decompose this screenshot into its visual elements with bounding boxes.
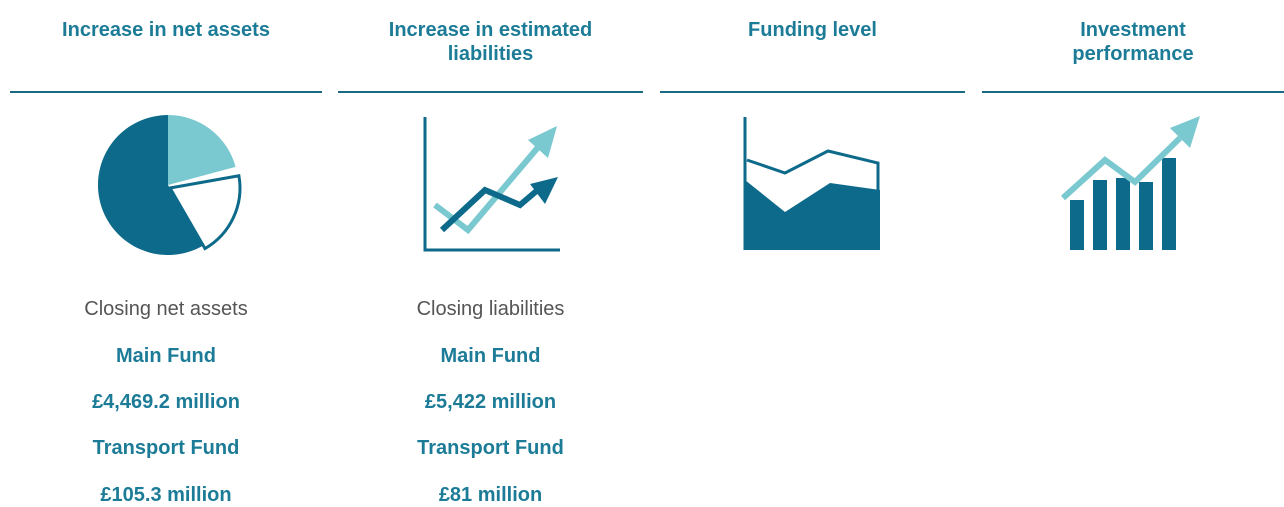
column: Funding level bbox=[660, 0, 965, 507]
fund-value: £4,469.2 million bbox=[92, 391, 240, 413]
pie-icon bbox=[97, 115, 242, 255]
fund-value: £81 million bbox=[438, 484, 543, 506]
bar-chart-icon bbox=[1060, 116, 1200, 250]
caption: Closing net assets bbox=[84, 298, 248, 320]
column: Increase in net assets Closing net asset… bbox=[10, 0, 322, 507]
fund-name: Main Fund bbox=[440, 345, 541, 367]
caption: Closing liabilities bbox=[416, 298, 565, 320]
column-title: Increase in net assets bbox=[62, 19, 270, 41]
rule bbox=[338, 91, 643, 93]
rule bbox=[660, 91, 965, 93]
fund-value: £5,422 million bbox=[424, 391, 557, 413]
column: Investment performance bbox=[982, 0, 1284, 507]
rule bbox=[982, 91, 1284, 93]
column-title: Funding level bbox=[748, 19, 877, 41]
column: Increase in estimated liabilities Closin… bbox=[338, 0, 643, 507]
column-title: Investment performance bbox=[1072, 19, 1194, 65]
area-chart-icon bbox=[743, 117, 880, 250]
column-title: Increase in estimated liabilities bbox=[388, 19, 593, 65]
fund-value: £105.3 million bbox=[100, 484, 232, 506]
line-chart-icon bbox=[423, 117, 560, 252]
fund-name: Main Fund bbox=[116, 345, 216, 367]
fund-name: Transport Fund bbox=[417, 437, 564, 459]
fund-name: Transport Fund bbox=[92, 437, 240, 459]
rule bbox=[10, 91, 322, 93]
